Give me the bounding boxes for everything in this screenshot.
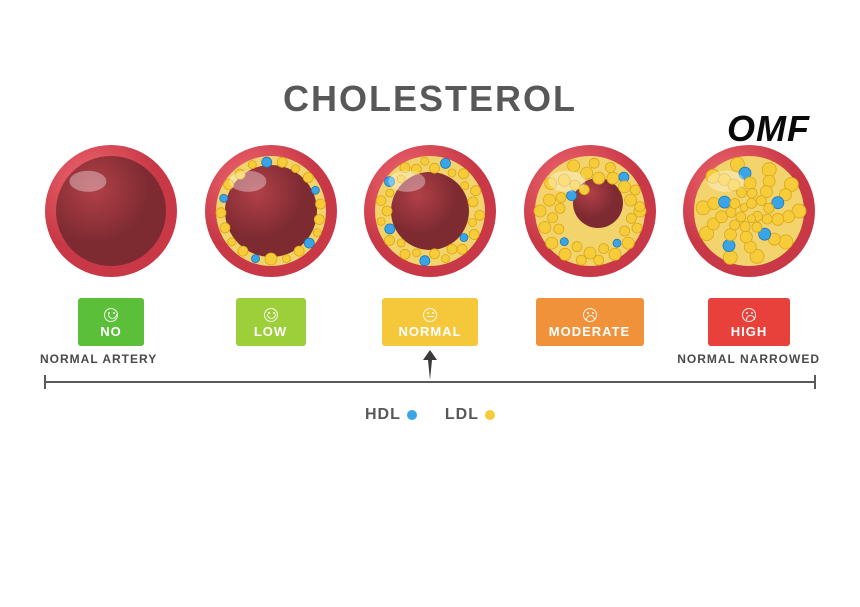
axis-tick-right [814, 375, 816, 389]
face-icon [104, 308, 118, 322]
severity-badge-high: HIGH [708, 298, 790, 346]
legend-ldl: LDL [445, 406, 495, 424]
badge-row: NO LOW NORMAL MODERATE HIGH [0, 298, 860, 346]
severity-badge-low: LOW [236, 298, 306, 346]
legend-hdl-text: HDL [365, 406, 401, 424]
artery-row [0, 142, 860, 280]
severity-badge-normal: NORMAL [382, 298, 478, 346]
artery-cell [515, 142, 665, 280]
axis-left-label: NORMAL ARTERY [40, 352, 157, 366]
brand-logo: OMF [727, 108, 810, 150]
severity-badge-text: NORMAL [398, 324, 461, 339]
axis-line [44, 381, 816, 383]
legend: HDL LDL [0, 406, 860, 424]
face-icon [742, 308, 756, 322]
axis-tick-left [44, 375, 46, 389]
face-icon [423, 308, 437, 322]
badge-cell: NORMAL [355, 298, 505, 346]
badge-cell: HIGH [674, 298, 824, 346]
artery-cell [355, 142, 505, 280]
severity-badge-text: LOW [254, 324, 287, 339]
axis-right-label: NORMAL NARROWED [677, 352, 820, 366]
artery-low [202, 142, 340, 280]
severity-badge-text: NO [100, 324, 122, 339]
severity-badge-moderate: MODERATE [536, 298, 644, 346]
axis-pointer-icon [421, 350, 439, 380]
artery-cell [674, 142, 824, 280]
face-icon [583, 308, 597, 322]
artery-cell [36, 142, 186, 280]
severity-badge-no: NO [78, 298, 144, 346]
artery-normal [361, 142, 499, 280]
face-icon [264, 308, 278, 322]
artery-cell [196, 142, 346, 280]
severity-badge-text: MODERATE [549, 324, 630, 339]
legend-ldl-text: LDL [445, 406, 479, 424]
ldl-dot-icon [485, 410, 495, 420]
artery-no [42, 142, 180, 280]
legend-hdl: HDL [365, 406, 417, 424]
badge-cell: LOW [196, 298, 346, 346]
badge-cell: MODERATE [515, 298, 665, 346]
severity-badge-text: HIGH [731, 324, 768, 339]
infographic-canvas: OMF CHOLESTEROL [0, 78, 860, 607]
badge-cell: NO [36, 298, 186, 346]
hdl-dot-icon [407, 410, 417, 420]
severity-axis [44, 372, 816, 392]
artery-moderate [521, 142, 659, 280]
artery-high [680, 142, 818, 280]
